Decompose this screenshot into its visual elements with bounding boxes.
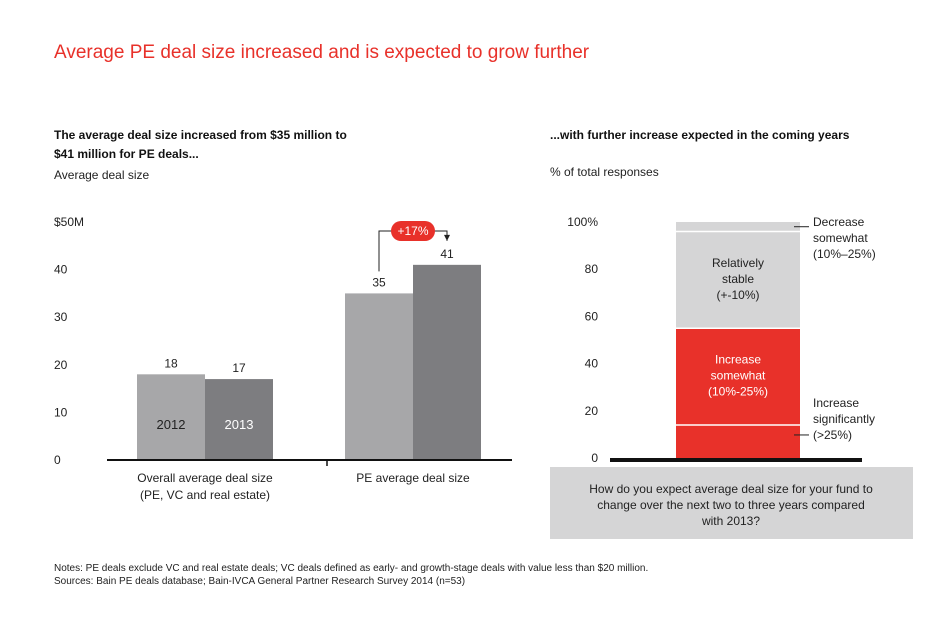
y-tick-label: 80 xyxy=(585,262,599,276)
segment-callout: Increase xyxy=(813,396,859,410)
stack-segment-3 xyxy=(676,231,800,329)
y-tick-label: 40 xyxy=(585,357,599,371)
question-text: change over the next two to three years … xyxy=(597,498,865,512)
bar-2012-2 xyxy=(345,293,413,460)
legend-2013: 2013 xyxy=(225,417,254,432)
growth-badge xyxy=(391,221,435,241)
data-label: 35 xyxy=(372,275,386,289)
right-subhead: ...with further increase expected in the… xyxy=(550,128,850,142)
data-label: 41 xyxy=(440,247,454,261)
y-tick-label: 20 xyxy=(54,358,68,372)
segment-label: somewhat xyxy=(711,369,766,383)
segment-callout: significantly xyxy=(813,412,875,426)
left-subhead: The average deal size increased from $35… xyxy=(54,126,347,164)
segment-label: Relatively xyxy=(712,256,764,270)
data-label: 17 xyxy=(232,361,246,375)
left-subhead-line1: The average deal size increased from $35… xyxy=(54,128,347,142)
y-tick-label: 30 xyxy=(54,310,68,324)
notes-line: Notes: PE deals exclude VC and real esta… xyxy=(54,563,649,574)
stack-segment-1 xyxy=(676,424,800,458)
segment-label: stable xyxy=(722,272,754,286)
segment-callout: Decrease xyxy=(813,215,865,229)
legend-2012: 2012 xyxy=(157,417,186,432)
y-tick-label: 0 xyxy=(591,451,598,465)
notes: Notes: PE deals exclude VC and real esta… xyxy=(54,562,648,588)
segment-label: (+-10%) xyxy=(716,288,759,302)
y-tick-label: $50M xyxy=(54,215,84,229)
y-tick-label: 40 xyxy=(54,263,68,277)
segment-label: (10%-25%) xyxy=(708,385,768,399)
question-text: with 2013? xyxy=(701,514,760,528)
y-tick-label: 20 xyxy=(585,404,599,418)
growth-arrowhead xyxy=(444,234,450,241)
bar-2013-2 xyxy=(413,264,481,460)
x-category-label: PE average deal size xyxy=(356,471,470,485)
y-tick-label: 10 xyxy=(54,405,68,419)
segment-callout: (10%–25%) xyxy=(813,247,876,261)
stack-segment-2 xyxy=(676,328,800,425)
y-tick-label: 60 xyxy=(585,309,599,323)
left-subhead-line2: $41 million for PE deals... xyxy=(54,147,199,161)
x-category-label: (PE, VC and real estate) xyxy=(140,488,270,502)
segment-label: Increase xyxy=(715,353,761,367)
data-label: 18 xyxy=(164,356,178,370)
y-tick-label: 100% xyxy=(567,215,598,229)
y-tick-label: 0 xyxy=(54,453,61,467)
stack-segment-4 xyxy=(676,222,800,232)
segment-callout: somewhat xyxy=(813,231,868,245)
page-title: Average PE deal size increased and is ex… xyxy=(54,42,590,63)
question-box xyxy=(550,467,913,539)
bar-2012-1 xyxy=(137,374,205,460)
question-text: How do you expect average deal size for … xyxy=(589,482,873,496)
sources-line: Sources: Bain PE deals database; Bain-IV… xyxy=(54,576,466,587)
right-units-label: % of total responses xyxy=(550,165,659,179)
x-category-label: Overall average deal size xyxy=(137,471,273,485)
bar-2013-1 xyxy=(205,379,273,460)
segment-callout: (>25%) xyxy=(813,428,852,442)
growth-label: +17% xyxy=(397,224,428,238)
left-units-label: Average deal size xyxy=(54,168,150,182)
